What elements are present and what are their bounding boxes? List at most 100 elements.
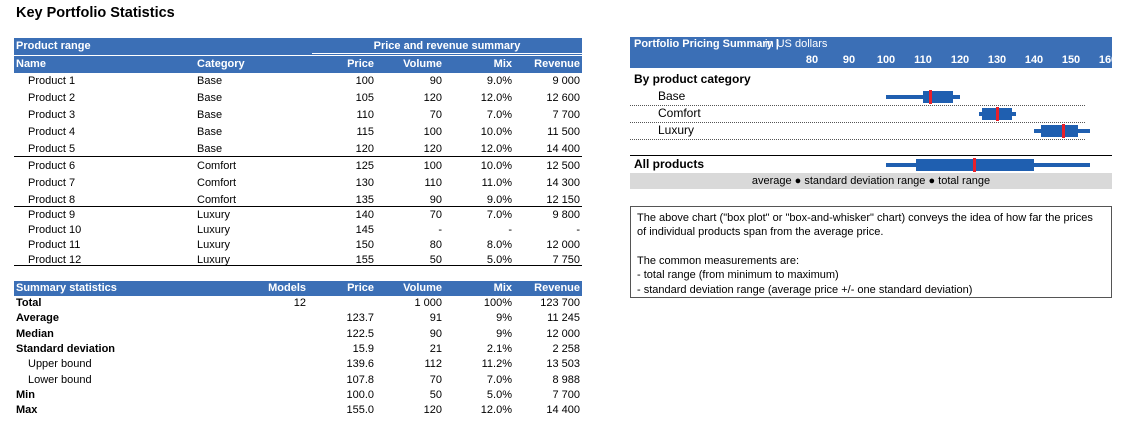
summary-row: Upper bound 139.6 112 11.2% 13 503: [14, 357, 582, 372]
table-row: Product 1 Base 100 90 9.0% 9 000: [14, 74, 582, 90]
cell-name: Product 7: [28, 177, 76, 189]
summary-col-price: Price: [347, 282, 374, 294]
cell-category: Comfort: [197, 177, 237, 189]
col-header-revenue: Revenue: [534, 58, 580, 70]
cell-revenue: 12 150: [546, 194, 580, 206]
cell-revenue: 12 000: [546, 239, 580, 251]
summary-row: Average 123.7 91 9% 11 245: [14, 311, 582, 326]
note-total-range: - total range (from minimum to maximum): [637, 269, 839, 282]
summary-row: Total 12 1 000 100% 123 700: [14, 296, 582, 311]
cell-price: 110: [356, 109, 374, 121]
cell-revenue: 7 750: [552, 254, 580, 266]
x-tick-label: 110: [914, 54, 932, 66]
chart-subtitle: in US dollars: [765, 38, 828, 50]
cell-statistic: Average: [16, 312, 60, 325]
cell-price: 100: [355, 75, 374, 87]
table-row: Product 2 Base 105 120 12.0% 12 600: [14, 91, 582, 107]
average-marker: [995, 107, 999, 121]
group-divider: [14, 156, 582, 157]
cell-price: 145: [355, 224, 374, 236]
cell-name: Product 6: [28, 160, 76, 172]
cell-price: 120: [355, 143, 374, 155]
cell-volume: 80: [429, 239, 442, 251]
cell-volume: 70: [429, 373, 442, 386]
cell-volume: 112: [424, 358, 442, 371]
cell-price: 150: [355, 239, 374, 251]
cell-revenue: 14 300: [546, 177, 580, 189]
cell-statistic: Min: [16, 388, 35, 401]
sd-range-box: [923, 91, 953, 103]
cell-mix: 10.0%: [480, 126, 512, 138]
average-marker: [1062, 124, 1066, 138]
cell-name: Product 11: [28, 239, 81, 251]
summary-header: Summary statistics Models Price Volume M…: [14, 281, 582, 296]
x-tick-label: 120: [950, 54, 970, 66]
cell-mix: 9.0%: [486, 194, 512, 206]
cell-revenue: 7 700: [552, 109, 580, 121]
table-row: Product 4 Base 115 100 10.0% 11 500: [14, 125, 582, 141]
cell-mix: 5.0%: [486, 388, 512, 401]
box-plot-chart: Portfolio Pricing Summary | in US dollar…: [630, 37, 1117, 189]
table-header-group: Product range Price and revenue summary: [14, 38, 582, 55]
cell-volume: 90: [429, 194, 442, 206]
header-underline: [312, 53, 582, 54]
table-row: Product 9 Luxury 140 70 7.0% 9 800: [14, 208, 582, 224]
header-product-range: Product range: [16, 40, 91, 52]
cell-category: Base: [197, 92, 223, 104]
group-divider: [14, 206, 582, 207]
table-row: Product 5 Base 120 120 12.0% 14 400: [14, 142, 582, 158]
cell-category: Luxury: [197, 209, 231, 221]
cell-models: 12: [293, 297, 306, 309]
cell-revenue: 11 245: [547, 312, 580, 325]
summary-row: Min 100.0 50 5.0% 7 700: [14, 388, 582, 403]
cell-revenue: 9 000: [552, 75, 580, 87]
table-row: Product 11 Luxury 150 80 8.0% 12 000: [14, 238, 582, 254]
row-divider: [630, 105, 1085, 106]
cell-price: 105: [355, 92, 374, 104]
cell-volume: 50: [429, 254, 442, 266]
cell-volume: 100: [423, 126, 442, 138]
table-row: Product 6 Comfort 125 100 10.0% 12 500: [14, 159, 582, 175]
cell-price: 125: [355, 160, 374, 172]
cell-revenue: 8 988: [552, 373, 580, 386]
col-header-volume: Volume: [403, 58, 442, 70]
cell-price: 15.9: [352, 342, 374, 355]
table-row: Product 12 Luxury 155 50 5.0% 7 750: [14, 253, 582, 269]
cell-revenue: 12 600: [546, 92, 580, 104]
cell-revenue: 13 503: [546, 358, 580, 371]
cell-statistic: Lower bound: [28, 373, 92, 386]
summary-row: Lower bound 107.8 70 7.0% 8 988: [14, 373, 582, 388]
cell-volume: 110: [424, 177, 442, 189]
average-marker: [973, 158, 977, 172]
cell-mix: -: [508, 224, 512, 236]
section-divider: [630, 155, 1112, 156]
row-divider: [630, 122, 1085, 123]
series-label: Base: [658, 89, 686, 103]
cell-mix: 12.0%: [480, 92, 512, 104]
cell-revenue: 7 700: [552, 388, 580, 401]
table-header-columns: Name Category Price Volume Mix Revenue: [14, 56, 582, 73]
cell-statistic: Median: [16, 327, 54, 340]
cell-price: 139.6: [346, 358, 374, 371]
cell-name: Product 8: [28, 194, 76, 206]
cell-category: Base: [197, 143, 223, 155]
cell-name: Product 10: [28, 224, 82, 236]
cell-volume: 90: [429, 75, 442, 87]
cell-mix: 8.0%: [486, 239, 512, 251]
cell-mix: 7.0%: [486, 209, 512, 221]
cell-mix: 7.0%: [486, 109, 512, 121]
series-label: Luxury: [658, 123, 695, 137]
series-label: All products: [634, 157, 705, 171]
summary-col-volume: Volume: [403, 282, 442, 294]
cell-mix: 12.0%: [480, 404, 512, 417]
cell-mix: 100%: [483, 297, 512, 309]
average-marker: [928, 90, 932, 104]
cell-volume: -: [438, 224, 442, 236]
summary-col-models: Models: [268, 282, 306, 294]
cell-volume: 70: [429, 209, 442, 221]
cell-price: 107.8: [346, 373, 374, 386]
cell-name: Product 4: [28, 126, 76, 138]
row-divider: [630, 139, 1085, 140]
summary-row: Max 155.0 120 12.0% 14 400: [14, 403, 582, 418]
cell-category: Base: [197, 126, 223, 138]
